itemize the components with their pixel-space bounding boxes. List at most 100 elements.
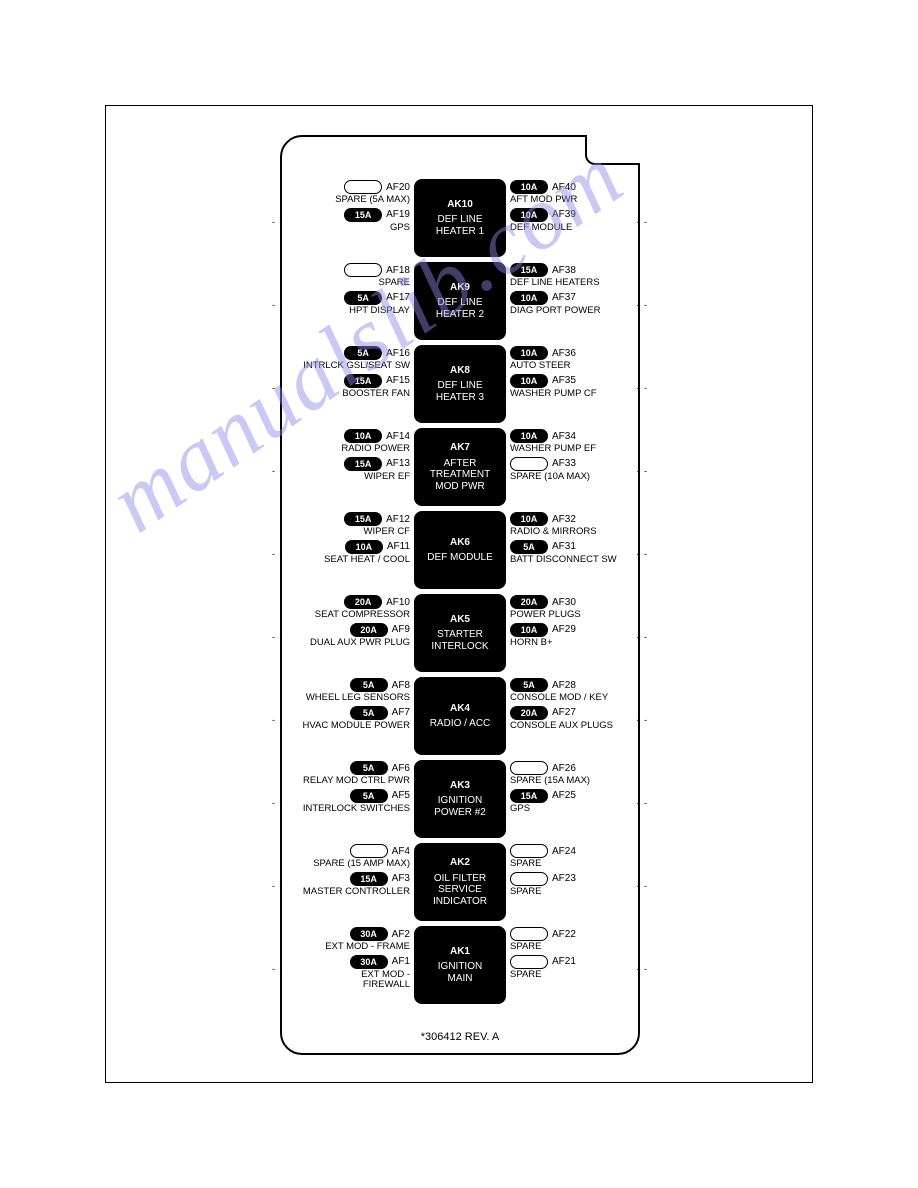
fuse-desc: SPARE (10A MAX) xyxy=(510,472,630,482)
fuse-pill: 10A xyxy=(510,346,548,360)
fuse-id: AF34 xyxy=(552,431,576,442)
fuse-pill: 15A xyxy=(344,374,382,388)
fuse-pill: 15A xyxy=(350,872,388,886)
fuse-pill xyxy=(350,844,388,858)
fuse-item: 20AAF9 DUAL AUX PWR PLUG xyxy=(290,622,410,648)
fuse-item: 5AAF8 WHEEL LEG SENSORS xyxy=(290,677,410,703)
fuse-id: AF17 xyxy=(386,292,410,303)
fuse-top: 10A AF29 xyxy=(510,622,630,638)
fuse-item: 5A AF17 HPT DISPLAY xyxy=(290,290,410,316)
fuse-top: AF18 xyxy=(290,262,410,278)
fuse-pill: 10A xyxy=(510,208,548,222)
fuse-item: AF21 SPARE xyxy=(510,954,630,980)
fuse-item: 10AAF11 SEAT HEAT / COOL xyxy=(290,539,410,565)
fuse-top: 5AAF6 xyxy=(290,760,410,776)
fuse-desc: HPT DISPLAY xyxy=(290,306,410,316)
relay-label: OIL FILTERSERVICEINDICATOR xyxy=(433,873,487,908)
fuse-id: AF13 xyxy=(386,458,410,469)
panel-notch xyxy=(585,135,640,165)
fuse-id: AF16 xyxy=(386,348,410,359)
fuse-pill: 10A xyxy=(510,429,548,443)
fuse-top: 15AAF25 xyxy=(510,788,630,804)
fuse-desc: CONSOLE AUX PLUGS xyxy=(510,721,630,731)
fuse-item: 30AAF2 EXT MOD - FRAME xyxy=(290,926,410,952)
fuse-id: AF26 xyxy=(552,763,576,774)
relay-label: IGNITIONPOWER #2 xyxy=(434,795,486,818)
fuse-desc: EXT MOD -FIREWALL xyxy=(290,970,410,990)
fuse-item: 15AAF15 BOOSTER FAN xyxy=(290,373,410,399)
fuse-top: 30AAF2 xyxy=(290,926,410,942)
fuse-pill: 5A xyxy=(344,346,382,360)
fuse-item: 5AAF5 INTERLOCK SWITCHES xyxy=(290,788,410,814)
fuse-desc: WASHER PUMP EF xyxy=(510,444,630,454)
fuse-desc: HVAC MODULE POWER xyxy=(290,721,410,731)
fuse-top: 20AAF30 xyxy=(510,594,630,610)
fuse-row: 10AAF14 RADIO POWER 15AAF13 WIPER EF AK7… xyxy=(290,428,630,511)
relay-id: AK2 xyxy=(450,857,470,869)
fuse-item: 20AAF30 POWER PLUGS xyxy=(510,594,630,620)
fuse-pill: 10A xyxy=(510,623,548,637)
relay-block: AK7 AFTERTREATMENTMOD PWR xyxy=(414,428,506,506)
col-right: 10AAF32 RADIO & MIRRORS 5AAF31 BATT DISC… xyxy=(510,511,630,565)
col-right: AF26 SPARE (15A MAX) 15AAF25 GPS xyxy=(510,760,630,814)
fuse-pill xyxy=(510,955,548,969)
fuse-item: 15AAF12 WIPER CF xyxy=(290,511,410,537)
fuse-item: 30AAF1 EXT MOD -FIREWALL xyxy=(290,954,410,990)
col-left: 10AAF14 RADIO POWER 15AAF13 WIPER EF xyxy=(290,428,410,482)
fuse-id: AF20 xyxy=(386,182,410,193)
fuse-top: 10AAF40 xyxy=(510,179,630,195)
col-right: 10AAF36 AUTO STEER 10AAF35 WASHER PUMP C… xyxy=(510,345,630,399)
col-right: 10A AF34 WASHER PUMP EF AF33 SPARE (10A M… xyxy=(510,428,630,482)
fuse-pill: 5A xyxy=(350,706,388,720)
fuse-id: AF21 xyxy=(552,956,576,967)
relay-block: AK5 STARTERINTERLOCK xyxy=(414,594,506,672)
fuse-top: 15AAF13 xyxy=(290,456,410,472)
col-right: AF24 SPARE AF23 SPARE xyxy=(510,843,630,897)
fuse-id: AF37 xyxy=(552,292,576,303)
relay-block: AK8 DEF LINEHEATER 3 xyxy=(414,345,506,423)
fuse-item: 10A AF34 WASHER PUMP EF xyxy=(510,428,630,454)
fuse-id: AF18 xyxy=(386,265,410,276)
fuse-id: AF9 xyxy=(392,624,410,635)
fuse-id: AF35 xyxy=(552,375,576,386)
fuse-top: AF4 xyxy=(290,843,410,859)
fuse-desc: AUTO STEER xyxy=(510,361,630,371)
fuse-id: AF19 xyxy=(386,209,410,220)
fuse-desc: HORN B+ xyxy=(510,638,630,648)
fuse-pill xyxy=(510,927,548,941)
fuse-item: 10AAF39 DEF MODULE xyxy=(510,207,630,233)
fuse-desc: SPARE xyxy=(510,887,630,897)
fuse-item: 15AAF13 WIPER EF xyxy=(290,456,410,482)
col-left: 20A AF10 SEAT COMPRESSOR 20AAF9 DUAL AUX … xyxy=(290,594,410,648)
fuse-item: 10AAF37 DIAG PORT POWER xyxy=(510,290,630,316)
fuse-top: 15AAF38 xyxy=(510,262,630,278)
relay-label: STARTERINTERLOCK xyxy=(431,629,488,652)
fuse-pill xyxy=(510,844,548,858)
fuse-top: AF21 xyxy=(510,954,630,970)
fuse-id: AF32 xyxy=(552,514,576,525)
fuse-desc: SEAT COMPRESSOR xyxy=(290,610,410,620)
fuse-pill: 10A xyxy=(510,512,548,526)
fuse-row: 20A AF10 SEAT COMPRESSOR 20AAF9 DUAL AUX … xyxy=(290,594,630,677)
fuse-item: 10AAF35 WASHER PUMP CF xyxy=(510,373,630,399)
relay-label: DEF LINEHEATER 1 xyxy=(436,214,484,237)
fuse-pill: 10A xyxy=(510,374,548,388)
fuse-id: AF29 xyxy=(552,624,576,635)
fuse-item: 5AAF6 RELAY MOD CTRL PWR xyxy=(290,760,410,786)
fuse-id: AF10 xyxy=(386,597,410,608)
fuse-top: AF33 xyxy=(510,456,630,472)
fuse-desc: GPS xyxy=(510,804,630,814)
fuse-pill: 5A xyxy=(344,291,382,305)
fuse-item: AF22 SPARE xyxy=(510,926,630,952)
fuse-top: 5AAF31 xyxy=(510,539,630,555)
fuse-row: AF18 SPARE 5AAF17 HPT DISPLAY AK9 DEF LI… xyxy=(290,262,630,345)
fuse-item: AF24 SPARE xyxy=(510,843,630,869)
fuse-desc: BATT DISCONNECT SW xyxy=(510,555,630,565)
fuse-pill: 15A xyxy=(510,789,548,803)
fuse-pill: 20A xyxy=(344,595,382,609)
fuse-pill: 5A xyxy=(350,789,388,803)
fuse-item: 10A AF29 HORN B+ xyxy=(510,622,630,648)
fuse-desc: RELAY MOD CTRL PWR xyxy=(290,776,410,786)
fuse-row: AF20 SPARE (5A MAX) 15AAF19 GPS AK10 DEF… xyxy=(290,179,630,262)
fuse-row: 30AAF2 EXT MOD - FRAME 30AAF1 EXT MOD -F… xyxy=(290,926,630,1009)
